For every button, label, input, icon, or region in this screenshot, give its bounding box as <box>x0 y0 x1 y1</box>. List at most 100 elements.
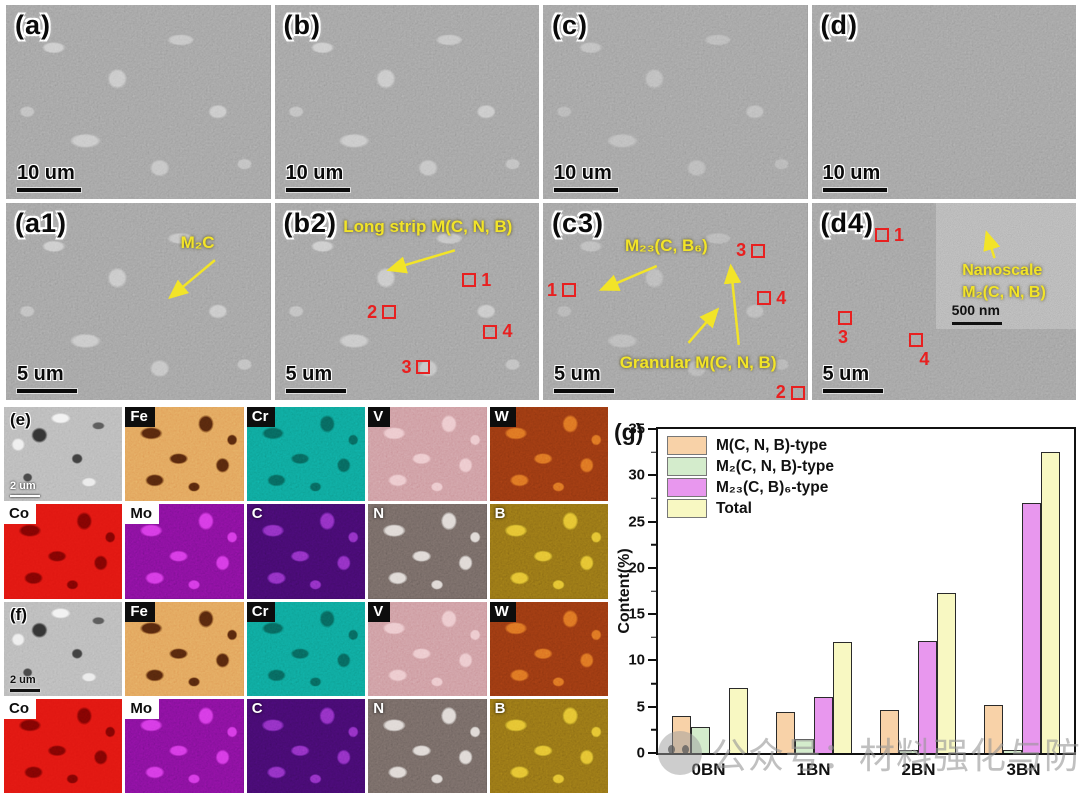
scale-bar-line <box>285 389 346 393</box>
marker-number: 1 <box>893 224 904 245</box>
marker-box <box>382 305 397 319</box>
eds-map-co-e: Co <box>4 504 123 599</box>
panel-label: (b2) <box>283 208 337 238</box>
eds-marker: 1 <box>874 224 904 246</box>
bar-3BN <box>1003 750 1022 753</box>
chart-legend: M(C, N, B)-type M₂(C, N, B)-type M₂₃(C, B)… <box>667 434 834 520</box>
eds-map-label: C <box>251 699 263 717</box>
y-tick-label: 0 <box>636 744 645 762</box>
y-tick <box>648 474 656 477</box>
eds-panel-label: (e) <box>10 410 31 429</box>
nanoscale-inset <box>935 203 1076 330</box>
bar-0BN <box>691 727 710 753</box>
panel-label: (a1) <box>15 208 68 238</box>
scale-bar-line <box>554 188 618 192</box>
y-tick <box>651 451 656 453</box>
scale-bar-text: 5 um <box>554 363 601 385</box>
marker-number: 4 <box>502 321 513 342</box>
legend-label: Total <box>716 499 752 517</box>
bar-group-1BN <box>776 429 852 753</box>
eds-marker: 4 <box>483 321 512 342</box>
eds-panel-label: (f) <box>10 604 27 624</box>
y-tick-label: 15 <box>628 605 645 623</box>
eds-map-label: Cr <box>246 601 276 622</box>
y-tick <box>648 520 656 523</box>
eds-maps-grid: (e) 2 um Fe Cr V W Co Mo C N B (f) 2 um Fe Cr V W Co Mo C N B <box>4 407 608 793</box>
annotation-m2c: M₂C <box>180 232 215 252</box>
sem-panel-d4: (d4) Nanoscale M₂(C, N, B) 500 nm 1 3 4 <box>811 203 1076 400</box>
x-tick-label: 0BN <box>691 760 726 779</box>
eds-map-label: W <box>489 407 516 427</box>
marker-box <box>751 243 766 258</box>
inset-scale-bar-line <box>951 321 1002 325</box>
eds-map-label: W <box>489 601 516 622</box>
eds-map-fe-f: Fe <box>125 601 244 696</box>
panel-label: (a) <box>15 10 51 40</box>
scale-bar: 5 um <box>17 363 77 393</box>
scale-bar-line <box>285 188 350 192</box>
eds-map-label: Mo <box>125 698 160 719</box>
eds-map-label: V <box>368 407 391 427</box>
scale-bar: 5 um <box>554 363 614 393</box>
eds-map-b-e: B <box>489 504 608 599</box>
eds-map-label: Fe <box>125 601 155 622</box>
eds-map-label: Co <box>4 504 36 525</box>
y-tick <box>651 636 656 639</box>
eds-marker: 1 <box>547 280 576 301</box>
eds-map-w-e: W <box>489 407 608 502</box>
legend-item: M(C, N, B)-type <box>667 436 834 455</box>
eds-marker: 3 <box>736 240 766 261</box>
sem-row-low-mag: (a) 10 um (b) 10 um (c) 10 um (d) <box>6 5 1076 199</box>
eds-map-c-e: C <box>246 504 366 599</box>
eds-map-label: N <box>373 505 385 523</box>
eds-map-c-f: C <box>246 698 366 793</box>
inset-scale-bar: 500 nm <box>951 301 1002 325</box>
scale-bar-text: 5 um <box>17 363 64 385</box>
x-axis-labels: 0BN 1BN 2BN 3BN <box>656 760 1076 780</box>
scale-bar-text: 5 um <box>822 363 870 385</box>
bar-3BN <box>984 704 1003 753</box>
scale-bar: 5 um <box>822 363 883 393</box>
y-tick-label: 35 <box>628 420 645 438</box>
annotation-nanoscale-line2: M₂(C, N, B) <box>962 283 1046 301</box>
marker-number: 3 <box>837 327 848 348</box>
eds-scale-bar-text: 2 um <box>10 479 36 492</box>
bar-3BN <box>1041 452 1060 753</box>
legend-swatch <box>667 478 707 497</box>
y-tick <box>648 752 656 754</box>
marker-box <box>757 291 772 306</box>
legend-item: Total <box>667 499 834 518</box>
eds-map-n-f: N <box>368 698 487 793</box>
y-tick <box>648 613 656 616</box>
marker-box <box>837 311 852 326</box>
eds-map-fe-e: Fe <box>125 407 244 502</box>
scale-bar-line <box>822 188 887 192</box>
legend-swatch <box>667 436 707 455</box>
panel-label: (b) <box>283 10 321 40</box>
marker-number: 1 <box>546 279 557 300</box>
eds-map-mo-e: Mo <box>125 504 244 599</box>
eds-map-cr-e: Cr <box>246 407 366 502</box>
scale-bar-text: 10 um <box>285 162 344 184</box>
annotation-m23cb6: M₂₃(C, B₆) <box>624 236 708 256</box>
marker-number: 1 <box>481 269 492 290</box>
bar-1BN <box>814 697 833 753</box>
eds-map-w-f: W <box>489 601 608 696</box>
eds-map-v-e: V <box>368 407 487 502</box>
eds-map-label: C <box>251 505 263 523</box>
x-tick-label: 1BN <box>796 760 831 779</box>
eds-scale-bar: 2 um <box>10 670 40 692</box>
inset-scale-bar-text: 500 nm <box>951 301 1000 318</box>
scale-bar-line <box>822 389 883 393</box>
bar-0BN <box>672 715 691 753</box>
y-tick-label: 20 <box>628 559 645 577</box>
scale-bar: 10 um <box>17 162 81 192</box>
annotation-long-strip: Long strip M(C, N, B) <box>343 216 513 236</box>
y-tick-label: 30 <box>628 466 645 484</box>
bar-2BN <box>937 592 956 753</box>
marker-box <box>416 360 431 375</box>
x-tick-label: 3BN <box>1006 760 1041 779</box>
y-tick <box>651 543 656 546</box>
scale-bar-line <box>17 389 77 393</box>
